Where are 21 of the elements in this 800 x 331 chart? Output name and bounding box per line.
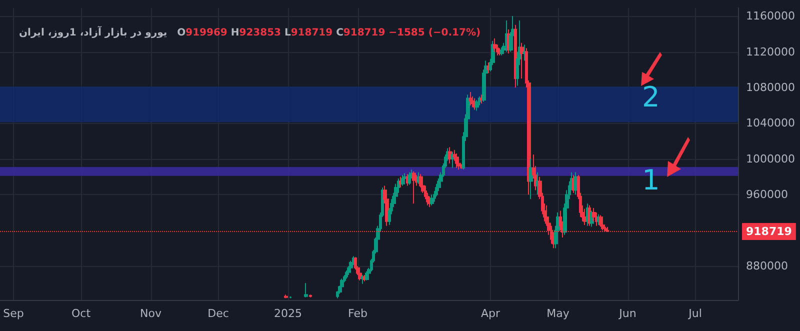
x-tick-label: Apr (480, 307, 500, 320)
x-tick-label: Oct (71, 307, 92, 320)
y-tick-label: 1080000 (746, 80, 795, 94)
x-tick-label: Jun (618, 307, 636, 320)
text: O919969 H923853 L918719 C918719 −1585 (−0.17%) (177, 28, 481, 38)
x-tick-label: Feb (348, 307, 368, 320)
y-tick-label: 1160000 (746, 10, 795, 23)
y-tick-label: 1040000 (746, 116, 795, 130)
x-tick-label: 2025 (274, 307, 302, 320)
band-label: 2 (642, 80, 660, 114)
x-tick-label: Dec (208, 307, 229, 320)
ref-line-label: 918719 (746, 224, 792, 238)
y-tick-label: 880000 (746, 260, 788, 273)
y-tick-label: 1120000 (746, 45, 795, 58)
x-tick-label: May (546, 307, 570, 320)
x-tick-label: Sep (3, 307, 24, 320)
x-tick-label: Jul (688, 307, 702, 320)
y-tick-label: 1000000 (746, 152, 795, 166)
text: یورو در بازار آزاد، 1روز، ایران (19, 26, 168, 38)
y-tick-label: 960000 (746, 188, 788, 202)
x-tick-label: Nov (140, 307, 162, 320)
